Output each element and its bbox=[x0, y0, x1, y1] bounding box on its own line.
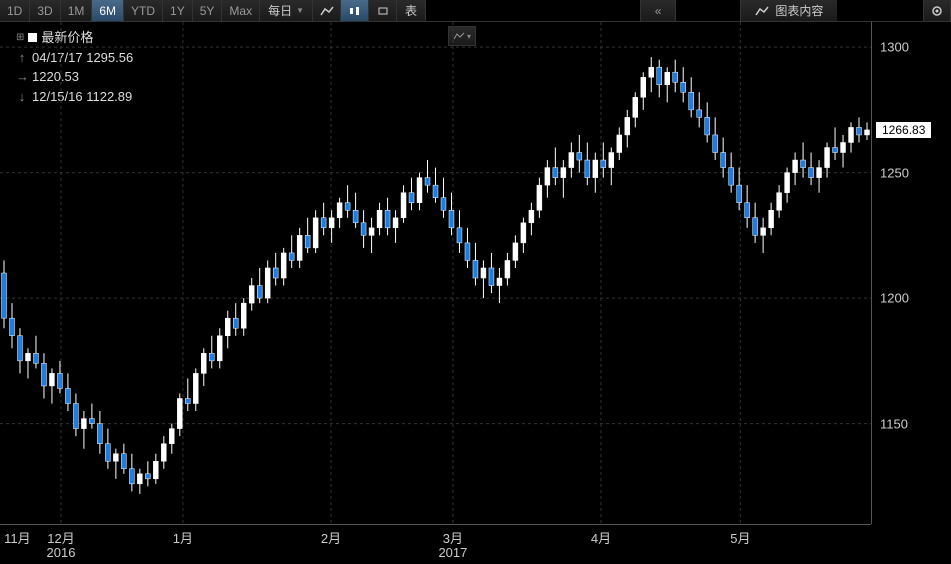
interval-select[interactable]: 每日 ▼ bbox=[260, 0, 313, 21]
current-price-label: 1266.83 bbox=[876, 122, 931, 138]
range-1y[interactable]: 1Y bbox=[163, 0, 193, 21]
range-max[interactable]: Max bbox=[222, 0, 260, 21]
chart-icon bbox=[755, 5, 769, 17]
interval-label: 每日 bbox=[268, 2, 292, 19]
toolbar: 1D3D1M6MYTD1Y5YMax 每日 ▼ 表 « 图表内容 bbox=[0, 0, 951, 22]
x-month-tick: 5月 bbox=[730, 528, 750, 547]
x-month-tick: 4月 bbox=[591, 528, 611, 547]
collapse-button[interactable]: « bbox=[640, 0, 676, 21]
candlestick-chart bbox=[0, 22, 871, 524]
range-1d[interactable]: 1D bbox=[0, 0, 30, 21]
x-month-tick: 2月 bbox=[321, 528, 341, 547]
y-tick: 1150 bbox=[880, 416, 908, 431]
x-month-tick: 1月 bbox=[173, 528, 193, 547]
range-buttons: 1D3D1M6MYTD1Y5YMax bbox=[0, 0, 260, 21]
range-ytd[interactable]: YTD bbox=[124, 0, 163, 21]
y-tick: 1250 bbox=[880, 165, 909, 180]
line-chart-icon[interactable] bbox=[313, 0, 341, 21]
table-label: 表 bbox=[405, 2, 417, 19]
x-year-tick: 2016 bbox=[47, 545, 76, 560]
x-month-tick: 11月 bbox=[4, 528, 31, 547]
candlestick-icon[interactable] bbox=[341, 0, 369, 21]
y-axis: 1150 1200 1250 1300 1266.83 bbox=[871, 22, 951, 524]
range-6m[interactable]: 6M bbox=[92, 0, 124, 21]
chart-content-label: 图表内容 bbox=[775, 2, 823, 19]
y-tick: 1200 bbox=[880, 291, 909, 306]
range-1m[interactable]: 1M bbox=[61, 0, 93, 21]
x-year-tick: 2017 bbox=[438, 545, 467, 560]
range-3d[interactable]: 3D bbox=[30, 0, 60, 21]
table-select[interactable]: 表 bbox=[397, 0, 426, 21]
chart-content-button[interactable]: 图表内容 bbox=[740, 0, 837, 21]
x-axis: 11月12月1月2月3月4月5月20162017 bbox=[0, 524, 871, 564]
settings-icon[interactable] bbox=[369, 0, 397, 21]
gear-icon[interactable] bbox=[923, 0, 951, 21]
y-tick: 1300 bbox=[880, 40, 909, 55]
chevron-down-icon: ▼ bbox=[296, 6, 304, 15]
chart-area[interactable] bbox=[0, 22, 871, 524]
range-5y[interactable]: 5Y bbox=[193, 0, 223, 21]
